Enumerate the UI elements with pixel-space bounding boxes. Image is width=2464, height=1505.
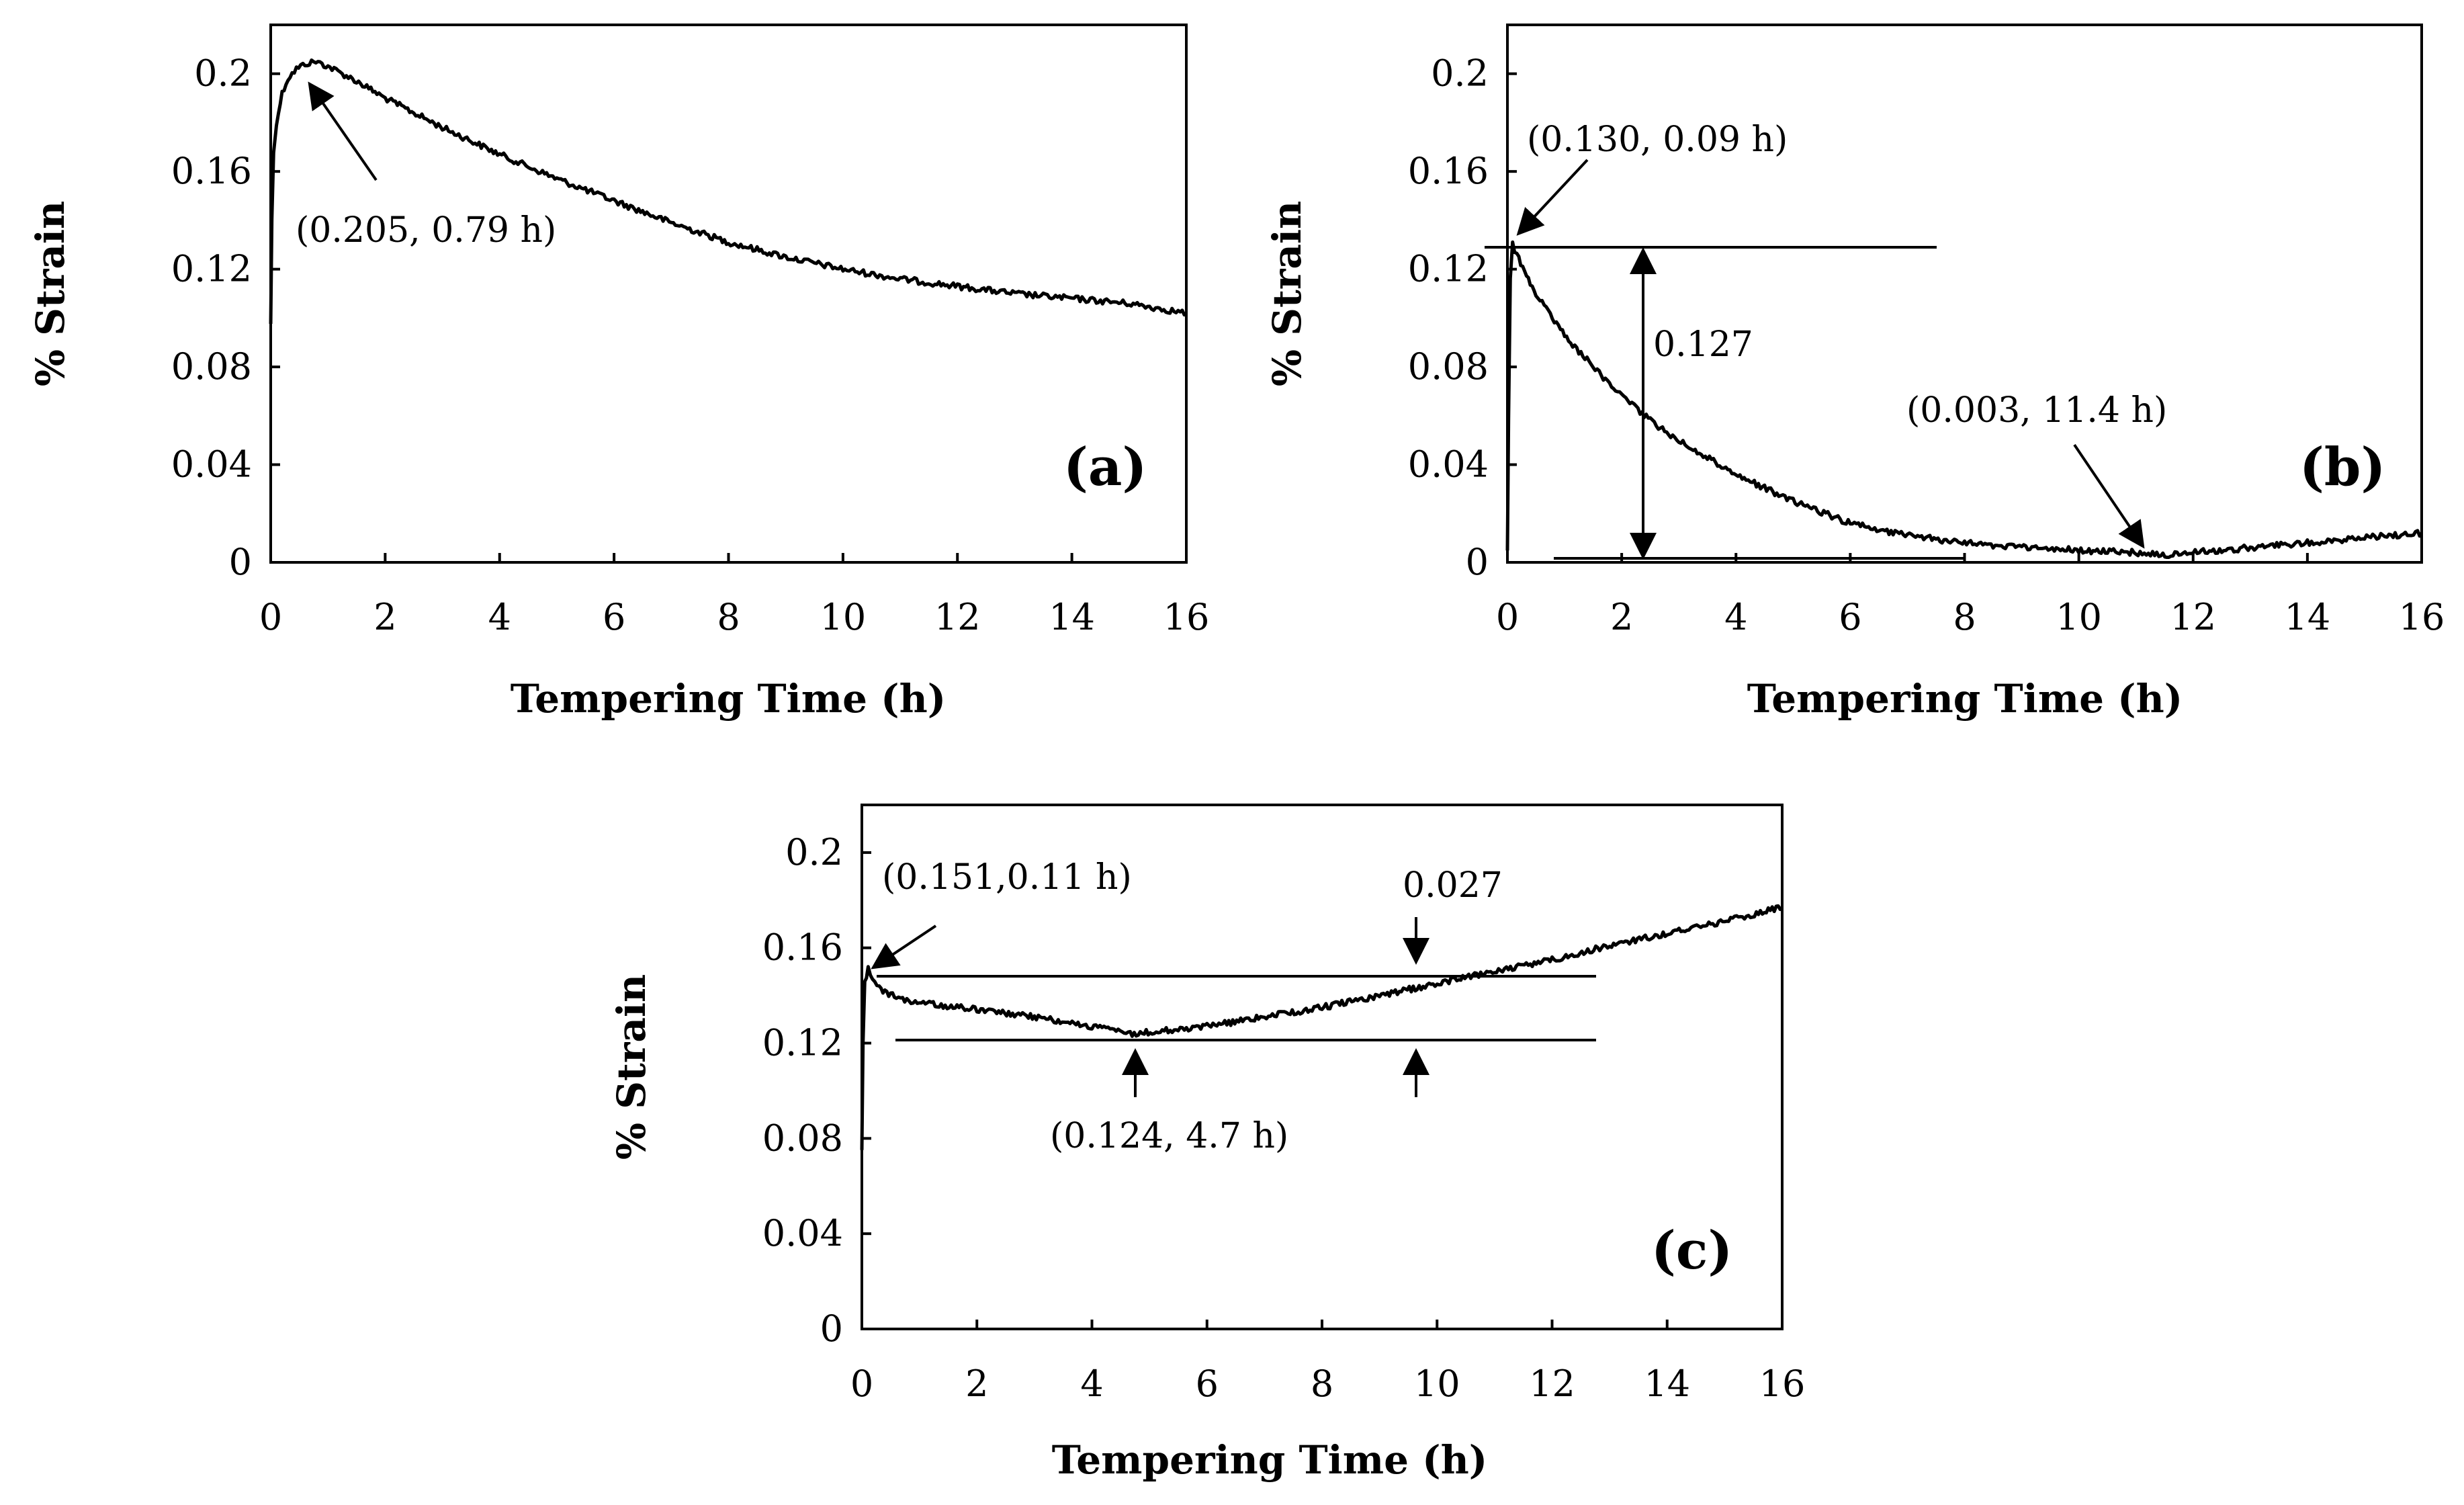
y-tick-label: 0.08	[1408, 345, 1489, 388]
y-tick-label: 0.16	[762, 927, 843, 969]
annotation-peak-b: (0.130, 0.09 h)	[1527, 120, 1788, 160]
x-tick-label: 10	[2056, 596, 2102, 638]
x-tick-label: 10	[1414, 1363, 1460, 1405]
x-tick-label: 0	[1496, 596, 1519, 638]
y-tick-label: 0	[820, 1307, 843, 1350]
x-tick-label: 8	[1953, 596, 1976, 638]
x-ticks-b: 0 2 4 6 8 10 12 14 16	[1496, 553, 2445, 638]
annotation-arrow-min-b	[2073, 443, 2145, 549]
panel-b: 0 0.04 0.08 0.12 0.16 0.2 0 2 4 6 8 10 12 14 16 % Str…	[1264, 24, 2445, 722]
y-tick-label: 0.08	[171, 345, 252, 388]
annotation-peak-a: (0.205, 0.79 h)	[296, 210, 556, 251]
panel-a: 0 0.04 0.08 0.12 0.16 0.2 0 2 4 6 8 10 12 14 16 % Str…	[28, 24, 1210, 722]
x-tick-label: 12	[934, 596, 981, 638]
x-tick-label: 10	[820, 596, 867, 638]
x-tick-label: 14	[2285, 596, 2331, 638]
y-tick-label: 0.12	[1408, 248, 1489, 290]
y-tick-label: 0.12	[762, 1022, 843, 1064]
strain-series-a	[269, 58, 1188, 325]
strain-series-b	[1505, 240, 2424, 559]
panel-label-a: (a)	[1063, 437, 1147, 498]
panel-label-c: (c)	[1651, 1220, 1732, 1281]
y-tick-label: 0.04	[1408, 443, 1489, 486]
x-tick-label: 12	[1529, 1363, 1575, 1405]
annotation-arrow-peak-c	[871, 924, 937, 970]
x-axis-title-b: Tempering Time (h)	[1747, 676, 2183, 722]
y-tick-label: 0.16	[171, 150, 252, 192]
annotation-arrow-peak-a	[308, 81, 378, 181]
panel-label-b: (b)	[2299, 437, 2385, 498]
annotation-difference-b: 0.127	[1653, 325, 1753, 365]
x-tick-label: 14	[1644, 1363, 1690, 1405]
y-tick-label: 0.12	[171, 248, 252, 290]
annotation-arrow-peak-b	[1516, 159, 1589, 236]
y-tick-label: 0	[1466, 541, 1489, 583]
panel-c: 0 0.04 0.08 0.12 0.16 0.2 0 2 4 6 8 10 12 14 16 % Str…	[609, 804, 1806, 1483]
x-tick-label: 16	[1759, 1363, 1806, 1405]
x-tick-label: 2	[373, 596, 396, 638]
x-tick-label: 16	[1163, 596, 1210, 638]
y-axis-title-a: % Strain	[28, 201, 73, 386]
y-tick-label: 0.04	[762, 1212, 843, 1254]
y-axis-title-c: % Strain	[609, 974, 654, 1160]
x-tick-label: 2	[965, 1363, 988, 1405]
strain-series-c	[860, 904, 1784, 1150]
y-tick-label: 0.08	[762, 1117, 843, 1159]
x-tick-label: 8	[1311, 1363, 1333, 1405]
x-tick-label: 4	[1724, 596, 1747, 638]
x-tick-label: 4	[488, 596, 511, 638]
y-tick-label: 0.2	[194, 52, 252, 95]
x-tick-label: 16	[2399, 596, 2445, 638]
plot-frame-b	[1506, 24, 2423, 564]
x-tick-label: 6	[1839, 596, 1861, 638]
y-tick-label: 0.04	[171, 443, 252, 486]
x-axis-title-c: Tempering Time (h)	[1052, 1437, 1487, 1483]
x-tick-label: 0	[850, 1363, 873, 1405]
y-tick-label: 0.2	[785, 831, 843, 873]
x-ticks-a: 0 2 4 6 8 10 12 14 16	[259, 553, 1210, 638]
x-tick-label: 4	[1080, 1363, 1103, 1405]
x-tick-label: 8	[717, 596, 740, 638]
y-axis-title-b: % Strain	[1264, 201, 1310, 386]
plot-frame-a	[269, 24, 1188, 564]
y-tick-label: 0	[229, 541, 252, 583]
y-ticks-a: 0 0.04 0.08 0.12 0.16 0.2	[171, 52, 280, 583]
y-ticks-b: 0 0.04 0.08 0.12 0.16 0.2	[1408, 52, 1517, 583]
x-tick-label: 2	[1610, 596, 1633, 638]
x-ticks-c: 0 2 4 6 8 10 12 14 16	[850, 1320, 1806, 1405]
annotation-min-b: (0.003, 11.4 h)	[1906, 390, 2167, 431]
x-tick-label: 14	[1049, 596, 1095, 638]
annotation-difference-c: 0.027	[1403, 865, 1503, 906]
annotation-min-c: (0.124, 4.7 h)	[1050, 1116, 1288, 1156]
annotation-peak-c: (0.151,0.11 h)	[882, 857, 1132, 898]
y-tick-label: 0.2	[1431, 52, 1489, 95]
x-axis-title-a: Tempering Time (h)	[511, 676, 946, 722]
y-tick-label: 0.16	[1408, 150, 1489, 192]
x-tick-label: 6	[1196, 1363, 1219, 1405]
x-tick-label: 6	[603, 596, 625, 638]
x-tick-label: 0	[259, 596, 282, 638]
x-tick-label: 12	[2170, 596, 2216, 638]
y-ticks-c: 0 0.04 0.08 0.12 0.16 0.2	[762, 831, 871, 1350]
